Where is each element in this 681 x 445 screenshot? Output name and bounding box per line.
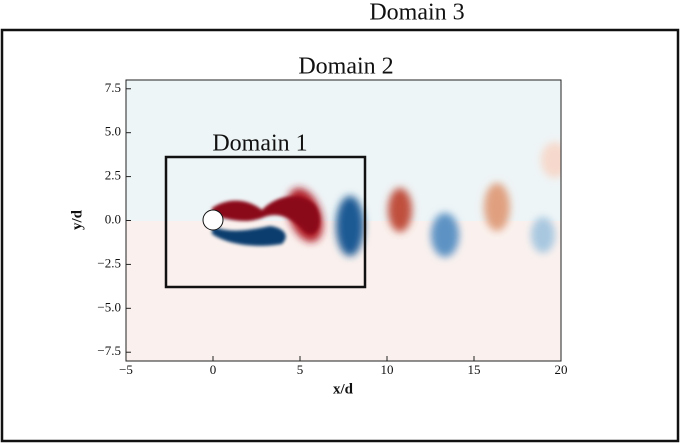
domain-1-label: Domain 1 — [212, 131, 307, 157]
x-axis-label: x/d — [333, 381, 354, 397]
domain-1-box — [164, 155, 367, 289]
y-tick-label: 5.0 — [105, 124, 121, 139]
y-tick-label: −2.5 — [97, 255, 121, 270]
cylinder — [202, 209, 224, 231]
y-tick-label: −5.0 — [97, 299, 121, 314]
y-tick-label: −7.5 — [97, 343, 121, 358]
domain-2-label: Domain 2 — [298, 54, 393, 80]
near-wake — [212, 196, 320, 246]
y-tick-label: 0.0 — [105, 211, 121, 226]
y-axis-label: y/d — [69, 209, 85, 230]
domain-3-box — [0, 28, 680, 443]
x-tick-label: 5 — [297, 362, 304, 377]
x-tick-label: 20 — [555, 362, 568, 377]
domain-3-label: Domain 3 — [369, 0, 464, 26]
x-tick-label: −5 — [119, 362, 133, 377]
y-tick-label: 2.5 — [105, 168, 121, 183]
y-tick-label: 7.5 — [105, 80, 121, 95]
x-tick-label: 10 — [381, 362, 394, 377]
x-tick-label: 15 — [468, 362, 481, 377]
vorticity-field — [126, 80, 561, 361]
x-tick-label: 0 — [210, 362, 217, 377]
